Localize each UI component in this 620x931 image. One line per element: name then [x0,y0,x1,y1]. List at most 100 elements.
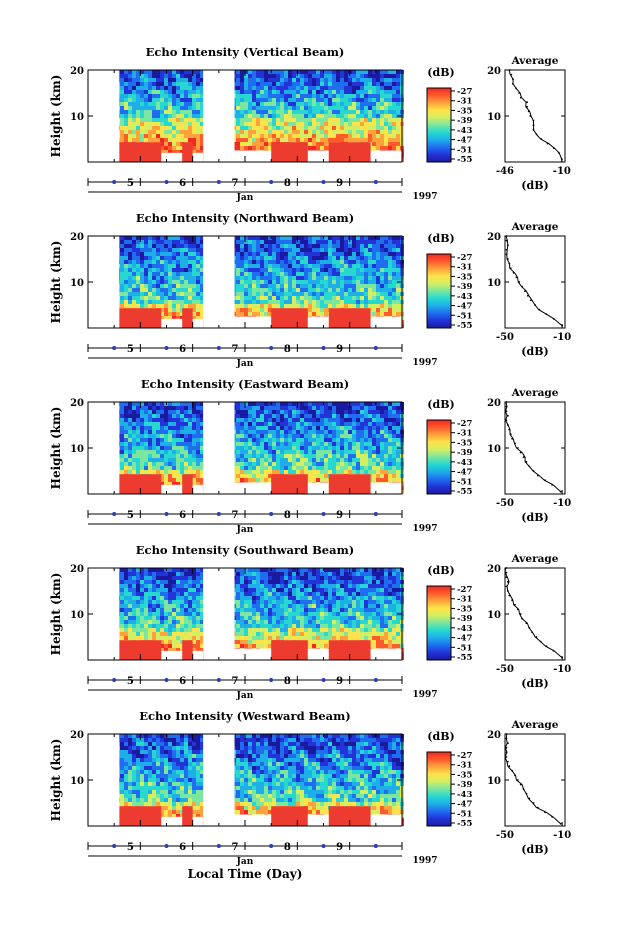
heatmap-cell [340,288,344,292]
heatmap-cell [316,288,320,292]
heatmap-cell [296,118,300,122]
heatmap-cell [252,288,256,292]
heatmap-cell [280,102,284,106]
heatmap-cell [388,308,392,312]
heatmap-cell [192,272,196,276]
profile-point [545,313,548,316]
heatmap-cell [264,236,268,240]
heatmap-cell [300,296,304,300]
heatmap-cell [188,138,192,142]
heatmap-cell [280,284,284,288]
heatmap-cell [248,466,252,470]
heatmap-cell [120,292,124,296]
heatmap-cell [152,450,156,454]
heatmap-cell [184,292,188,296]
heatmap-cell [356,90,360,94]
heatmap-cell [168,312,172,316]
heatmap-cell [156,296,160,300]
heatmap-cell [268,106,272,110]
heatmap-cell [160,430,164,434]
heatmap-cell [120,414,124,418]
heatmap-cell [164,74,168,78]
heatmap-cell [372,130,376,134]
heatmap-cell [188,90,192,94]
heatmap-cell [340,236,344,240]
heatmap-cell [184,252,188,256]
heatmap-cell [276,134,280,138]
heatmap-cell [284,106,288,110]
heatmap-cell [344,134,348,138]
heatmap-cell [304,86,308,90]
heatmap-cell [144,426,148,430]
heatmap-cell [252,434,256,438]
heatmap-cell [120,288,124,292]
heatmap-cell [148,78,152,82]
heatmap-cell [148,284,152,288]
heatmap-cell [304,78,308,82]
heatmap-cell [172,406,176,410]
heatmap-cell [260,308,264,312]
heatmap-cell [164,126,168,130]
panel-1: Echo Intensity (Vertical Beam)Height (km… [49,45,571,203]
heatmap-cell [384,74,388,78]
heatmap-cell [276,300,280,304]
heatmap-cell [164,142,168,146]
heatmap-cell [200,316,204,320]
heatmap-cell [268,296,272,300]
heatmap-cell [244,126,248,130]
heatmap-cell [252,458,256,462]
heatmap-cell [364,268,368,272]
heatmap-cell [196,94,200,98]
heatmap-cell [160,74,164,78]
heatmap-cell [236,90,240,94]
heatmap-cell [328,240,332,244]
heatmap-cell [300,78,304,82]
heatmap-cell [372,146,376,150]
heatmap-cell [240,402,244,406]
heatmap-cell [388,264,392,268]
heatmap-cell [336,248,340,252]
heatmap-cell [336,260,340,264]
heatmap-cell [192,418,196,422]
heatmap-cell [356,70,360,74]
heatmap-cell [240,248,244,252]
heatmap-cell [192,142,196,146]
heatmap-cell [148,430,152,434]
heatmap-cell [356,240,360,244]
heatmap-cell [248,252,252,256]
heatmap-cell [196,106,200,110]
heatmap-cell [156,240,160,244]
heatmap-cell [388,134,392,138]
heatmap-cell [148,244,152,248]
heatmap-cell [360,82,364,86]
heatmap-cell [376,98,380,102]
heatmap-cell [356,122,360,126]
heatmap-cell [200,134,204,138]
heatmap-cell [244,284,248,288]
heatmap-cell [316,130,320,134]
heatmap-cell [240,118,244,122]
heatmap-cell [292,70,296,74]
heatmap-cell [132,470,136,474]
heatmap-cell [300,236,304,240]
heatmap-cell [144,256,148,260]
heatmap-cell [144,280,148,284]
heatmap-cell [176,458,180,462]
heatmap-cell [288,252,292,256]
time-marker [321,346,326,350]
heatmap-cell [376,276,380,280]
heatmap-cell [288,130,292,134]
heatmap-cell [268,82,272,86]
heatmap-cell [156,430,160,434]
heatmap-cell [184,130,188,134]
heatmap-cell [376,138,380,142]
heatmap-cell [396,240,400,244]
heatmap-cell [192,134,196,138]
heatmap-cell [200,406,204,410]
heatmap-cell [128,102,132,106]
heatmap-cell [152,422,156,426]
heatmap-cell [180,98,184,102]
heatmap-cell [392,272,396,276]
heatmap-cell [256,244,260,248]
heatmap-cell [296,288,300,292]
